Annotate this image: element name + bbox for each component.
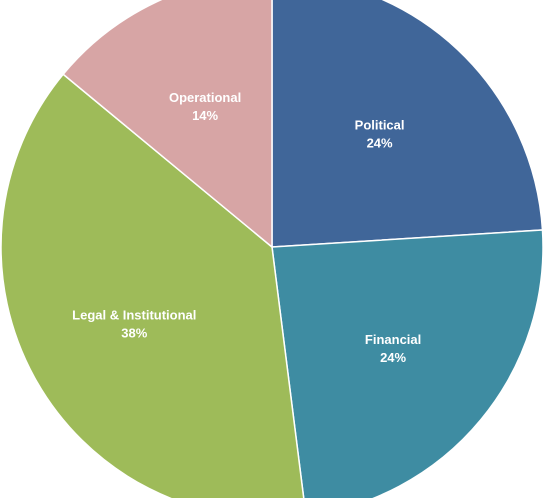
slice-value-label: 38% [121,326,147,341]
slice-category-label: Operational [169,90,241,105]
pie-slice-legal-and-institutional [0,73,305,498]
slice-value-label: 14% [192,108,218,123]
slice-value-label: 24% [367,135,393,150]
slice-label-legal-and-institutional: Legal & Institutional 38% [72,308,196,341]
slice-category-label: Financial [365,332,421,347]
labels-layer: Political 24% Financial 24% Legal & Institut… [72,90,421,365]
slice-value-label: 24% [380,350,406,365]
slice-label-political: Political 24% [355,117,405,150]
slice-label-operational: Operational 14% [169,90,241,123]
slice-label-financial: Financial 24% [365,332,421,365]
slice-category-label: Political [355,117,405,132]
pie-slice-operational [62,0,273,249]
pie-slice-political [271,0,544,248]
pie-slice-financial [271,229,544,498]
slice-category-label: Legal & Institutional [72,308,196,323]
